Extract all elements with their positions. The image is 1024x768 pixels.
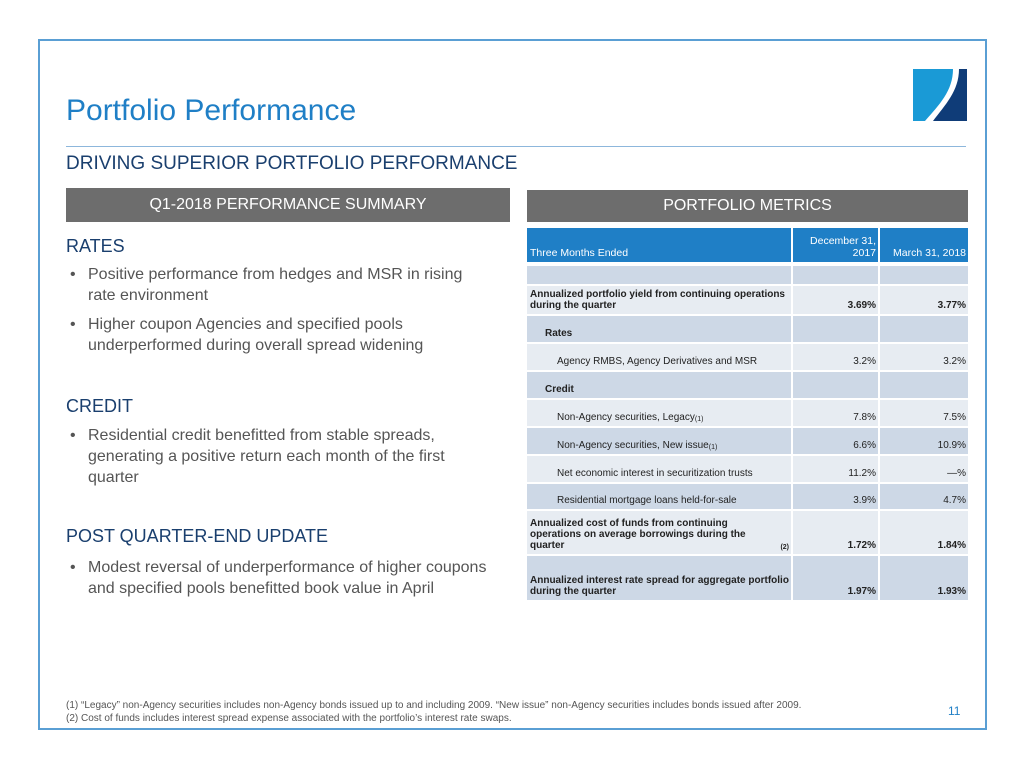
row-label: Annualized portfolio yield from continui… bbox=[527, 286, 793, 314]
value-mar-2018 bbox=[880, 372, 968, 398]
table-row: Non-Agency securities, New issue (1) 6.6% 1… bbox=[527, 428, 968, 456]
row-label: Annualized interest rate spread for aggr… bbox=[527, 556, 793, 600]
table-row: Annualized cost of funds from continuing… bbox=[527, 511, 968, 556]
footnote-1: (1) “Legacy” non-Agency securities inclu… bbox=[66, 700, 802, 711]
table-header: Three Months Ended December 31, 2017 Mar… bbox=[527, 228, 968, 266]
table-row: Non-Agency securities, Legacy (1) 7.8% 7.5% bbox=[527, 400, 968, 428]
value-mar-2018: 3.77% bbox=[937, 300, 966, 311]
value-mar-2018: 4.7% bbox=[943, 495, 966, 506]
bullet: • Modest reversal of underperformance of … bbox=[70, 559, 487, 597]
value-dec-2017: 3.69% bbox=[793, 286, 880, 314]
value-mar-2018: 7.5% bbox=[943, 412, 966, 423]
value-mar-2018: 10.9% bbox=[937, 440, 966, 451]
table-row bbox=[527, 266, 968, 286]
value-dec-2017 bbox=[793, 266, 880, 284]
slide-frame bbox=[38, 39, 987, 730]
title-divider bbox=[66, 146, 966, 147]
row-label: Non-Agency securities, Legacy (1) bbox=[527, 400, 793, 426]
value-dec-2017: 1.97% bbox=[793, 556, 880, 600]
row-label: Non-Agency securities, New issue (1) bbox=[527, 428, 793, 454]
row-label: Net economic interest in securitization … bbox=[527, 456, 793, 482]
bullet: • Positive performance from hedges and MS… bbox=[70, 266, 463, 304]
row-label bbox=[527, 266, 793, 284]
company-logo bbox=[913, 69, 967, 121]
value-dec-2017: 11.2% bbox=[793, 456, 880, 482]
value-mar-2018: 3.2% bbox=[943, 356, 966, 367]
value-mar-2018: 1.93% bbox=[937, 586, 966, 597]
value-mar-2018: —% bbox=[947, 468, 966, 479]
header-label: Three Months Ended bbox=[527, 228, 793, 262]
row-label: Rates bbox=[527, 316, 793, 342]
subtitle: DRIVING SUPERIOR PORTFOLIO PERFORMANCE bbox=[66, 153, 518, 174]
page-title: Portfolio Performance bbox=[66, 94, 357, 127]
table-row: Residential mortgage loans held-for-sale… bbox=[527, 484, 968, 511]
value-mar-2018: 1.84% bbox=[937, 540, 966, 551]
post-quarter-heading: POST QUARTER-END UPDATE bbox=[66, 526, 329, 546]
footnote-2: (2) Cost of funds includes interest spre… bbox=[66, 713, 512, 724]
table-row: Credit bbox=[527, 372, 968, 400]
table-row: Annualized interest rate spread for aggr… bbox=[527, 556, 968, 602]
portfolio-metrics-table: Three Months Ended December 31, 2017 Mar… bbox=[527, 228, 968, 602]
value-mar-2018 bbox=[880, 316, 968, 342]
table-row: Agency RMBS, Agency Derivatives and MSR 3… bbox=[527, 344, 968, 372]
row-label: Annualized cost of funds from continuing… bbox=[527, 511, 793, 554]
value-dec-2017 bbox=[793, 372, 880, 398]
bullet: • Higher coupon Agencies and specified po… bbox=[70, 316, 424, 354]
table-row: Net economic interest in securitization … bbox=[527, 456, 968, 484]
summary-header: Q1-2018 PERFORMANCE SUMMARY bbox=[66, 188, 510, 222]
credit-heading: CREDIT bbox=[66, 396, 133, 416]
value-dec-2017: 3.9% bbox=[793, 484, 880, 509]
value-dec-2017: 1.72% bbox=[793, 511, 880, 554]
metrics-header: PORTFOLIO METRICS bbox=[527, 190, 968, 222]
value-dec-2017: 3.2% bbox=[793, 344, 880, 370]
header-col-dec: December 31, 2017 bbox=[793, 228, 880, 262]
value-mar-2018 bbox=[880, 266, 968, 284]
value-dec-2017: 7.8% bbox=[793, 400, 880, 426]
rates-heading: RATES bbox=[66, 236, 125, 256]
table-row: Rates bbox=[527, 316, 968, 344]
row-label: Agency RMBS, Agency Derivatives and MSR bbox=[527, 344, 793, 370]
page-number: 11 bbox=[948, 704, 961, 718]
table-row: Annualized portfolio yield from continui… bbox=[527, 286, 968, 316]
bullet: • Residential credit benefitted from stab… bbox=[70, 427, 445, 486]
value-dec-2017: 6.6% bbox=[793, 428, 880, 454]
value-dec-2017 bbox=[793, 316, 880, 342]
row-label: Residential mortgage loans held-for-sale bbox=[527, 484, 793, 509]
row-label: Credit bbox=[527, 372, 793, 398]
header-col-mar: March 31, 2018 bbox=[893, 247, 966, 259]
